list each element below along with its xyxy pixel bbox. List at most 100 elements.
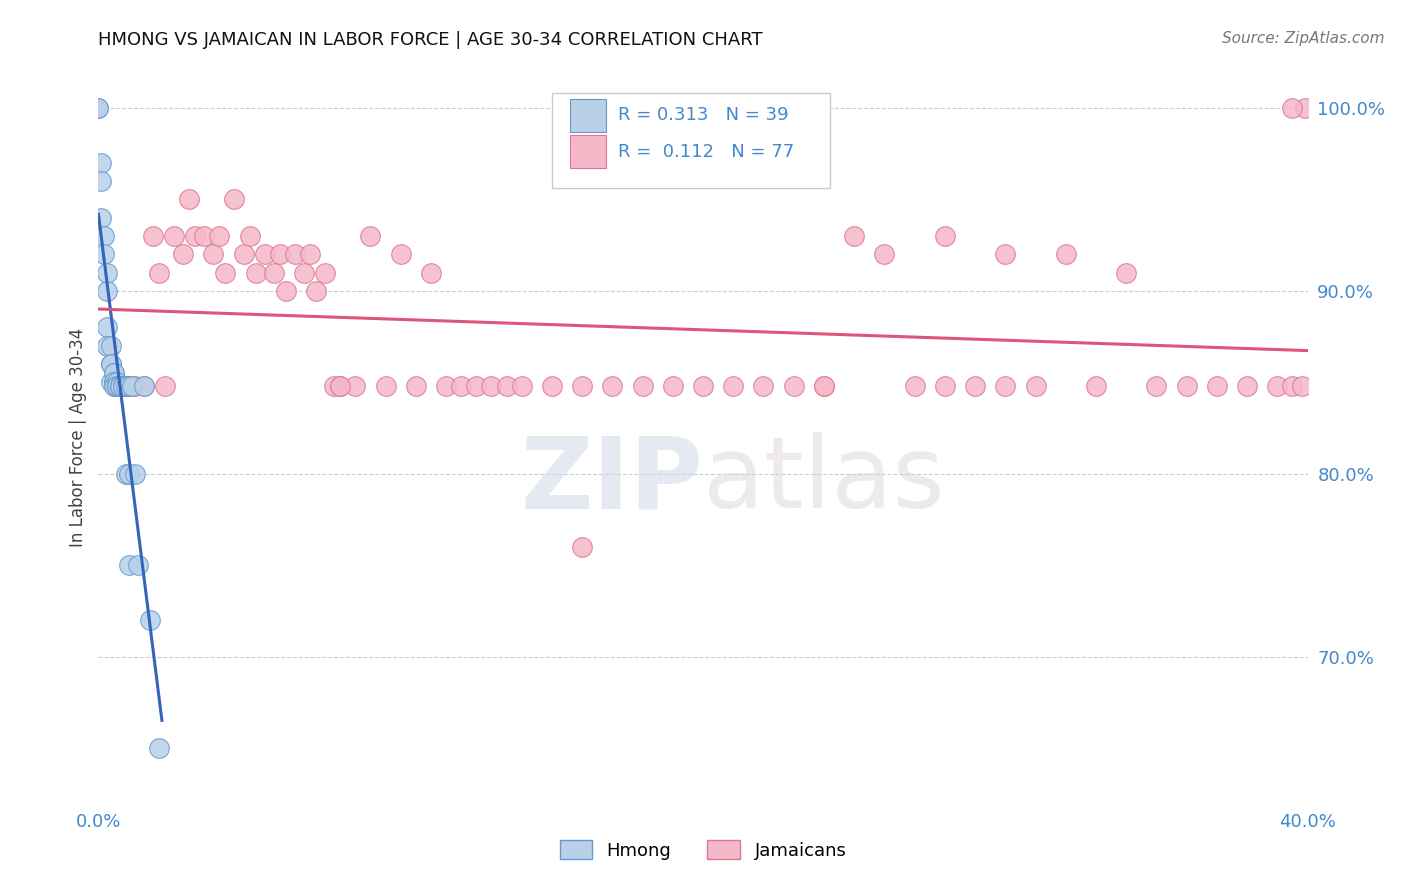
Point [214,265,236,279]
Point [103,366,125,380]
FancyBboxPatch shape [551,94,830,188]
Point [314,265,336,279]
Point [292,265,315,279]
Point [90,174,112,188]
Point [114,379,136,393]
Point [103,375,125,389]
Point [1236,379,1258,393]
Point [389,247,412,261]
Point [96,265,118,279]
Point [93,228,115,243]
Point [1085,379,1108,393]
Point [208,228,231,243]
Point [299,247,322,261]
Point [323,379,346,393]
Point [184,228,207,243]
Point [374,379,396,393]
Point [87,101,110,115]
Point [118,379,141,393]
Point [329,379,352,393]
Point [163,228,186,243]
Point [103,366,125,380]
Point [1267,379,1289,393]
Point [994,247,1017,261]
Point [193,228,215,243]
Point [105,375,128,389]
Point [965,379,987,393]
Point [873,247,896,261]
Point [108,379,131,393]
Point [752,379,775,393]
Point [148,265,170,279]
Point [844,228,866,243]
Point [118,467,141,481]
Point [124,467,146,481]
Point [540,379,562,393]
Point [111,379,134,393]
Point [934,379,956,393]
Point [105,379,128,393]
Point [139,613,162,627]
Point [103,375,125,389]
Point [96,320,118,334]
Point [405,379,427,393]
Point [132,379,155,393]
Point [90,211,112,225]
Point [1175,379,1198,393]
Bar [569,99,606,132]
Point [96,339,118,353]
Point [360,228,382,243]
Point [103,379,125,393]
Point [111,379,134,393]
Point [994,379,1017,393]
Point [1281,101,1303,115]
Point [481,379,503,393]
Point [142,228,165,243]
Point [232,247,254,261]
Point [124,379,146,393]
Point [904,379,927,393]
Point [153,379,176,393]
Legend: Hmong, Jamaicans: Hmong, Jamaicans [553,833,853,867]
Point [118,558,141,573]
Point [224,193,246,207]
Point [105,379,128,393]
Point [127,558,149,573]
Point [284,247,307,261]
Point [344,379,367,393]
Point [148,740,170,755]
Point [108,379,131,393]
Point [571,379,593,393]
Point [179,193,201,207]
Point [100,357,122,371]
Point [121,379,143,393]
Point [253,247,276,261]
Point [420,265,443,279]
Point [1024,379,1046,393]
Point [100,375,122,389]
Point [692,379,714,393]
Point [1144,379,1167,393]
Text: Source: ZipAtlas.com: Source: ZipAtlas.com [1222,31,1385,46]
Point [96,284,118,298]
Point [602,379,624,393]
Point [329,379,352,393]
Point [100,357,122,371]
Point [1294,101,1316,115]
Point [495,379,517,393]
Point [274,284,297,298]
Point [1054,247,1077,261]
Point [571,540,593,554]
Point [1281,379,1303,393]
Point [1206,379,1229,393]
Text: atlas: atlas [703,433,945,530]
Point [100,339,122,353]
Point [108,379,131,393]
Point [269,247,291,261]
Point [1115,265,1137,279]
Text: HMONG VS JAMAICAN IN LABOR FORCE | AGE 30-34 CORRELATION CHART: HMONG VS JAMAICAN IN LABOR FORCE | AGE 3… [98,31,763,49]
Point [465,379,488,393]
Point [450,379,472,393]
Point [172,247,194,261]
Bar [569,136,606,169]
